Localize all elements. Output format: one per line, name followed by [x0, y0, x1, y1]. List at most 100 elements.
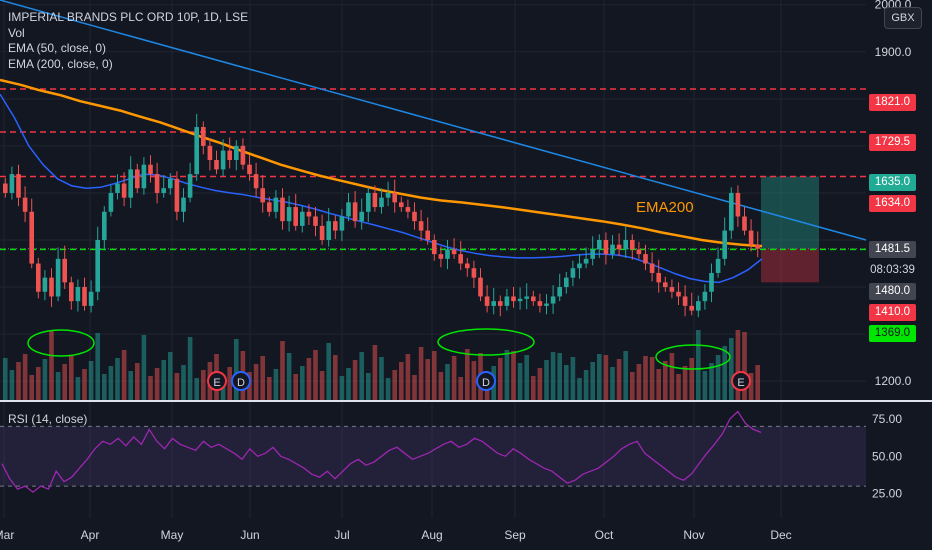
volume-bar: [29, 375, 34, 400]
candle-body: [405, 207, 411, 212]
candle-body: [2, 183, 8, 193]
x-tick-label: Sep: [504, 528, 526, 542]
candle-body: [451, 249, 457, 255]
candle-body: [227, 150, 233, 160]
volume-bar: [161, 360, 166, 400]
volume-bar: [148, 376, 153, 400]
volume-bar: [445, 364, 450, 400]
ema200-indicator-label: EMA (200, close, 0): [8, 56, 113, 71]
candle-body: [398, 202, 404, 208]
candle-body: [9, 174, 15, 193]
volume-bar: [108, 366, 114, 400]
candle-body: [332, 221, 338, 231]
volume-bar: [465, 349, 470, 400]
volume-bar: [326, 343, 331, 400]
volume-bar: [69, 356, 74, 400]
candle-body: [286, 207, 292, 222]
candle-body: [689, 305, 695, 311]
candle-body: [616, 244, 622, 250]
volume-bar: [339, 376, 345, 400]
candle-body: [728, 192, 734, 231]
candle-body: [247, 164, 252, 175]
volume-bar: [517, 363, 523, 400]
volume-bar: [379, 357, 384, 400]
ema50-indicator-label: EMA (50, close, 0): [8, 41, 107, 55]
rsi-pane: [0, 410, 866, 493]
candle-body: [570, 268, 576, 278]
candle-body: [649, 263, 655, 273]
volume-bar: [610, 367, 615, 400]
volume-bar: [676, 374, 681, 400]
candle-body: [497, 301, 503, 306]
rsi-band: [0, 426, 866, 487]
candle-body: [29, 211, 35, 264]
candle-body: [49, 277, 54, 297]
earnings-event-icon[interactable]: E: [731, 371, 751, 391]
volume-bar: [531, 376, 536, 400]
volume-bar: [359, 352, 364, 400]
candle-body: [629, 240, 635, 250]
pattern-oval: [437, 328, 535, 356]
earnings-event-icon[interactable]: E: [207, 371, 227, 391]
volume-bar: [597, 354, 602, 400]
candle-body: [207, 145, 213, 160]
candle-body: [346, 202, 351, 217]
price-tag-1729: 1729.5: [869, 134, 916, 151]
candle-body: [280, 197, 285, 222]
candle-body: [623, 240, 629, 250]
candle-body: [313, 216, 318, 226]
candle-body: [128, 169, 134, 198]
countdown-tag: 08:03:39: [869, 262, 916, 279]
volume-bar: [267, 377, 272, 400]
candle-body: [22, 197, 28, 212]
pattern-oval: [27, 329, 95, 357]
rsi-tick-label: 75.00: [872, 412, 902, 426]
candle-body: [755, 244, 761, 249]
candle-body: [167, 178, 173, 189]
volume-bar: [260, 356, 265, 400]
volume-bar: [524, 355, 529, 400]
rsi-indicator-label: RSI (14, close): [8, 412, 88, 426]
volume-bar: [372, 345, 378, 400]
candle-body: [273, 197, 279, 212]
currency-button[interactable]: GBX: [884, 7, 922, 29]
candle-body: [563, 277, 569, 288]
volume-bar: [128, 371, 133, 400]
trendline: [0, 0, 867, 241]
volume-bar: [742, 332, 747, 400]
dividend-event-icon[interactable]: D: [476, 371, 496, 391]
volume-bar: [293, 374, 298, 400]
x-tick-label: Nov: [683, 528, 704, 542]
candle-body: [339, 216, 345, 231]
volume-bar: [451, 356, 457, 400]
candle-body: [669, 287, 675, 292]
candle-body: [484, 296, 490, 306]
candle-body: [735, 192, 741, 217]
candle-body: [141, 164, 147, 189]
volume-bar: [471, 361, 477, 400]
volume-bar: [702, 371, 708, 400]
candle-body: [504, 296, 510, 306]
candle-body: [68, 282, 74, 302]
volume-bar: [696, 330, 701, 400]
long-position-box: [761, 176, 819, 283]
volume-bar: [227, 367, 232, 400]
volume-bar: [75, 377, 81, 400]
dividend-event-icon[interactable]: D: [231, 371, 251, 391]
chart-legend: IMPERIAL BRANDS PLC ORD 10P, 1D, LSE Vol…: [8, 10, 248, 72]
volume-bar: [181, 365, 186, 400]
candle-body: [530, 296, 536, 302]
volume-bar: [154, 368, 160, 400]
candle-body: [676, 291, 681, 297]
candle-body: [220, 150, 226, 170]
volume-bar: [385, 378, 391, 400]
x-tick-label: Dec: [770, 528, 791, 542]
candle-body: [544, 303, 549, 306]
candle-body: [715, 258, 721, 273]
vol-indicator-label: Vol: [8, 25, 25, 40]
candle-body: [517, 298, 523, 302]
volume-bar: [102, 374, 107, 400]
